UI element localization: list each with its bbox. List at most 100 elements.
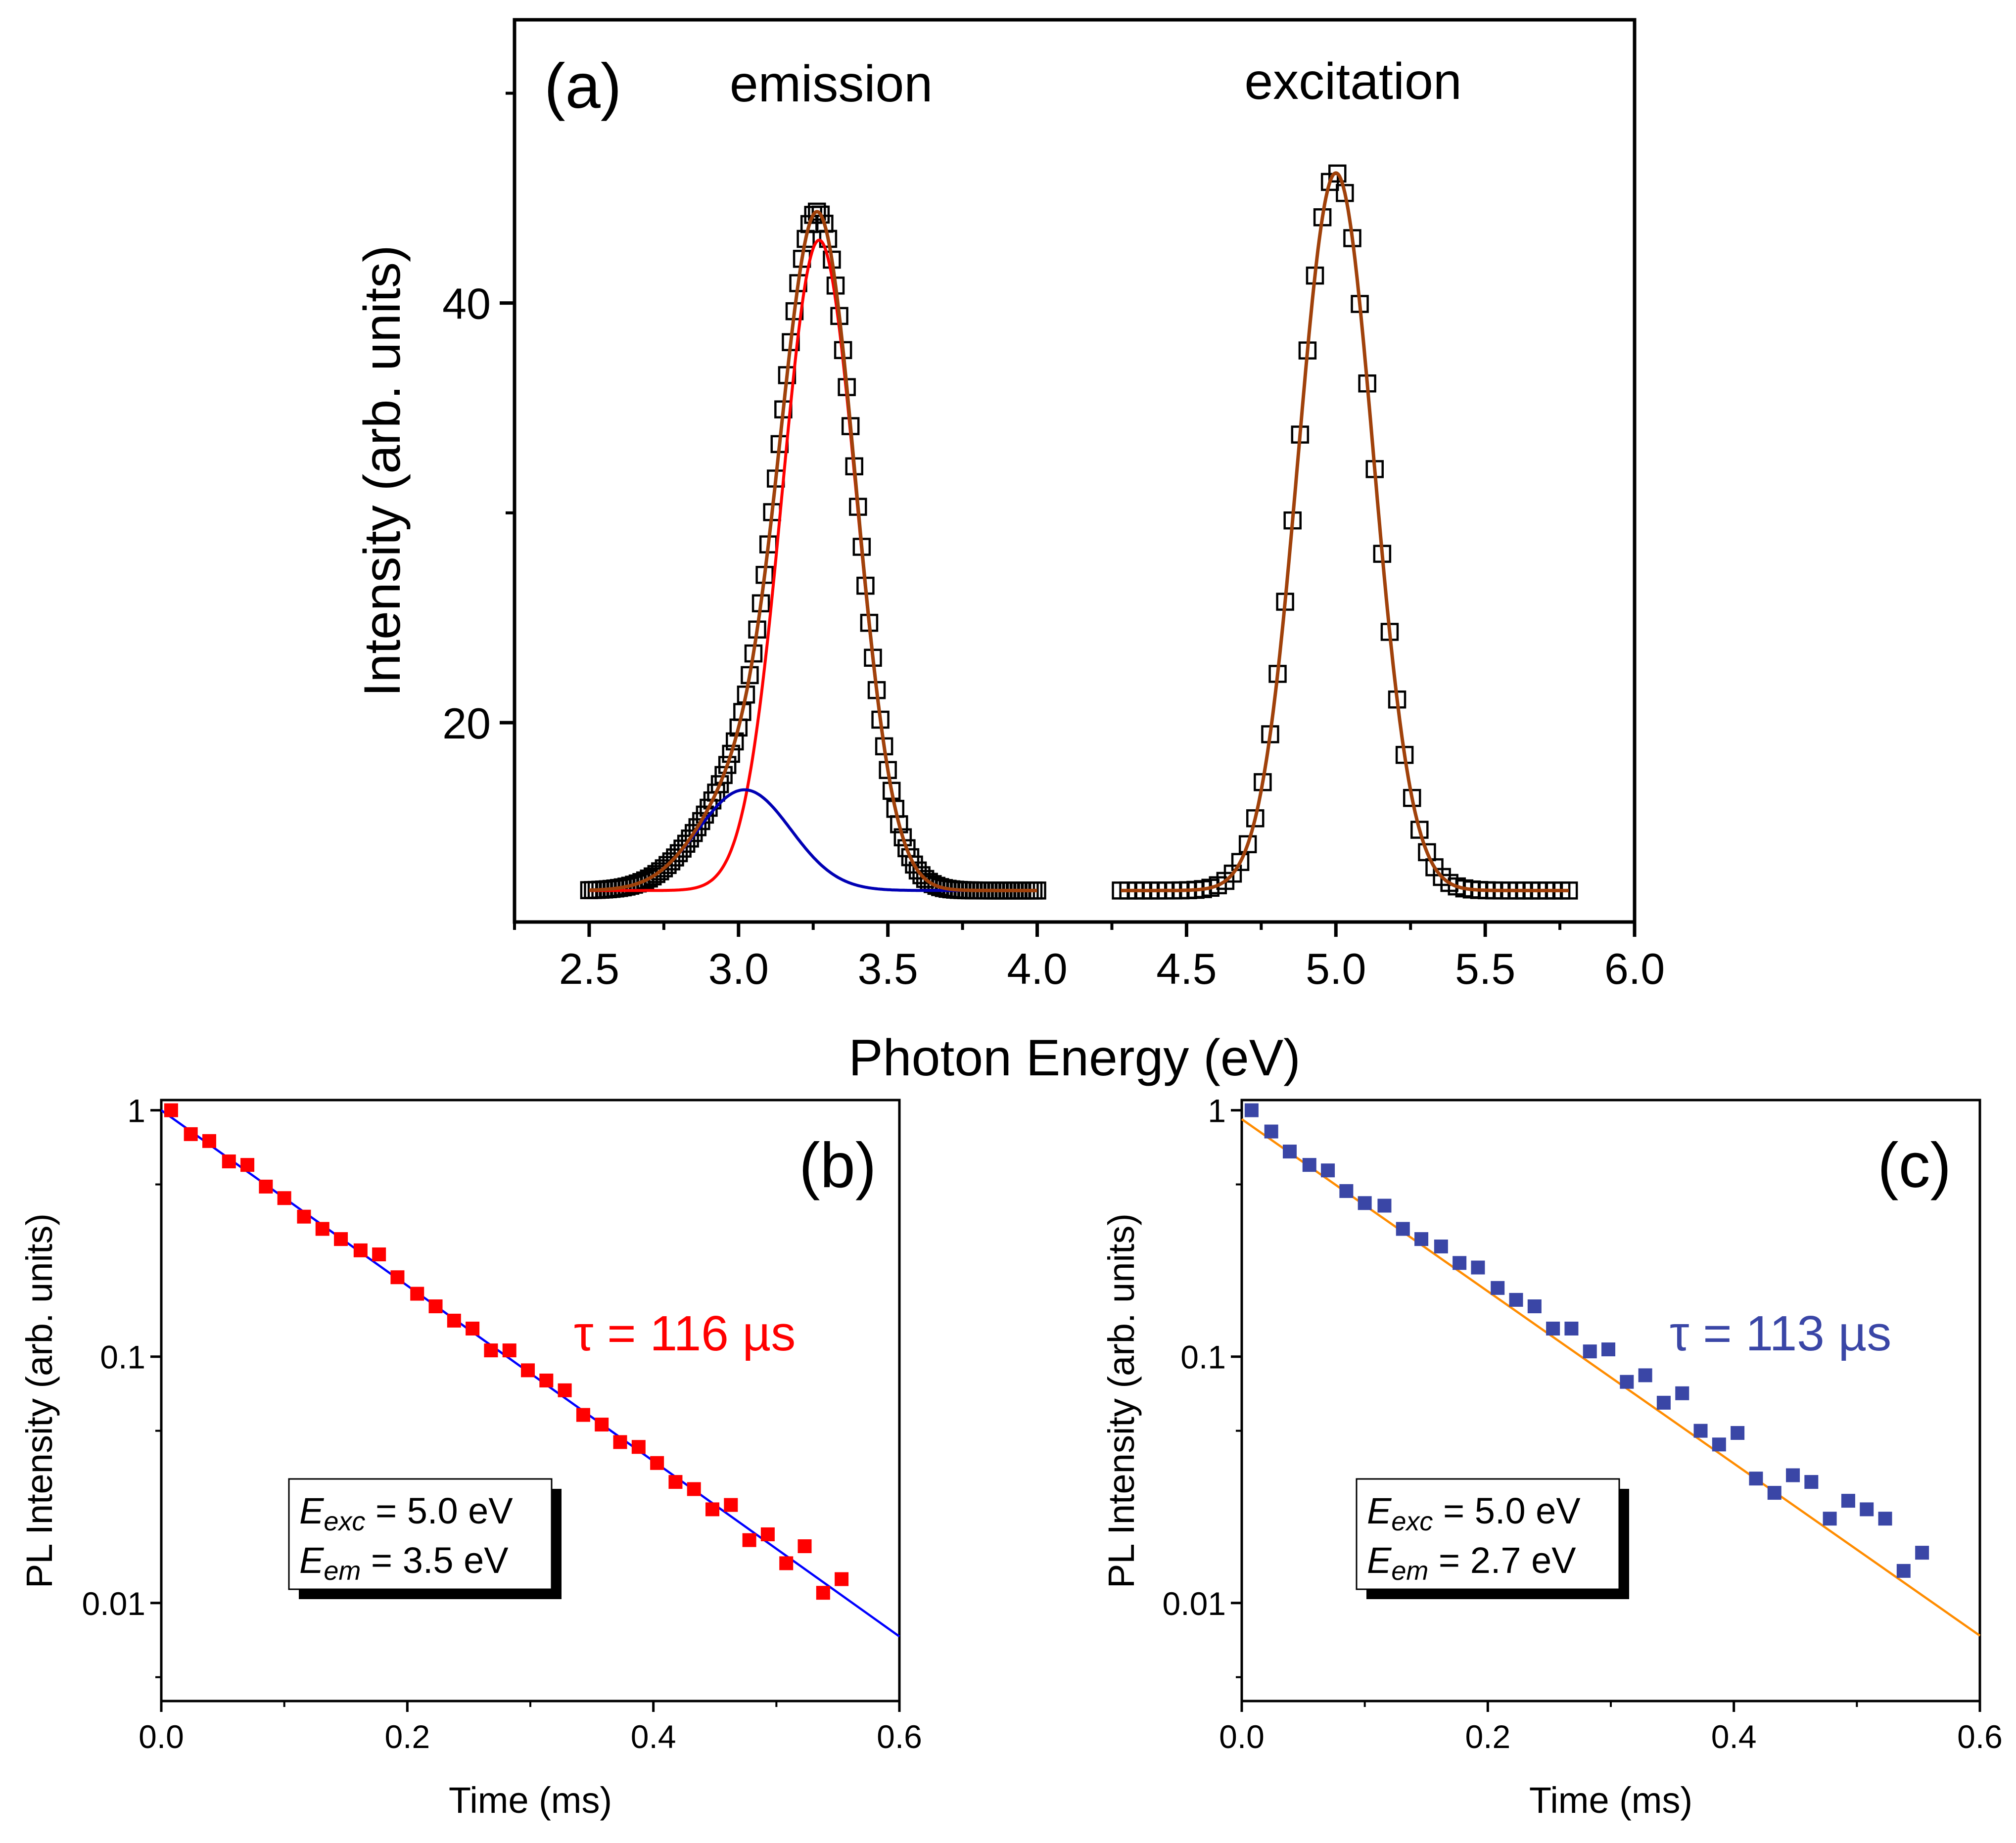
decay-data-point xyxy=(1675,1386,1689,1400)
decay-data-point xyxy=(558,1383,572,1397)
x-tick-label: 0.6 xyxy=(877,1718,922,1755)
x-tick-label: 5.5 xyxy=(1455,944,1515,993)
decay-data-point xyxy=(222,1154,236,1169)
decay-data-point xyxy=(760,1527,775,1541)
decay-data-point xyxy=(1601,1342,1616,1357)
decay-data-point xyxy=(1546,1321,1560,1336)
decay-data-point xyxy=(1377,1198,1392,1213)
decay-data-point xyxy=(668,1475,683,1489)
decay-data-point xyxy=(1564,1321,1579,1336)
excitation-data-point xyxy=(1231,853,1250,871)
y-tick-label: 0.1 xyxy=(1180,1339,1226,1376)
panel-c-label: (c) xyxy=(1877,1130,1951,1201)
decay-data-point xyxy=(797,1539,812,1554)
panel-b-series xyxy=(160,1103,900,1638)
emission-data-point xyxy=(710,775,729,793)
panel-c-decay-curve: 0.0 0.2 0.4 0.6 1 0.1 0.01 (c) τ = 113 µs Eex… xyxy=(1101,1093,2003,1821)
decay-data-point xyxy=(240,1158,255,1172)
decay-data-point xyxy=(466,1321,480,1336)
decay-data-point xyxy=(687,1482,701,1496)
decay-data-point xyxy=(1896,1564,1911,1578)
decay-data-point xyxy=(1434,1239,1448,1253)
panel-a-series xyxy=(580,164,1578,900)
decay-data-point xyxy=(1453,1256,1467,1270)
decay-data-point xyxy=(1878,1512,1892,1526)
decay-data-point xyxy=(315,1222,329,1236)
decay-data-point xyxy=(1396,1222,1410,1236)
decay-data-point xyxy=(1804,1475,1819,1489)
panel-b-decay-curve: 0.0 0.2 0.4 0.6 1 0.1 0.01 (b) τ = 116 µs Eex… xyxy=(19,1093,922,1821)
decay-data-point xyxy=(1339,1184,1354,1198)
y-tick-label: 0.01 xyxy=(1163,1585,1226,1622)
y-tick-label: 0.1 xyxy=(100,1339,145,1376)
emission-data-point xyxy=(726,732,744,751)
legend-line-excitation: Eexc = 5.0 eV xyxy=(299,1490,513,1536)
panel-c-x-axis-title: Time (ms) xyxy=(1529,1780,1692,1821)
y-tick-label: 40 xyxy=(442,279,491,328)
decay-data-point xyxy=(390,1270,405,1285)
x-tick-label: 5.0 xyxy=(1306,944,1366,993)
decay-data-point xyxy=(705,1502,720,1517)
decay-data-point xyxy=(816,1586,830,1600)
x-tick-label: 0.4 xyxy=(631,1718,676,1755)
x-tick-label: 0.6 xyxy=(1957,1718,2003,1755)
decay-data-point xyxy=(410,1287,424,1301)
decay-data-point xyxy=(1302,1158,1316,1172)
panel-a-x-ticks: 2.5 3.0 3.5 4.0 4.5 5.0 5.5 6.0 xyxy=(513,922,1665,993)
legend-line-excitation: Eexc = 5.0 eV xyxy=(1367,1490,1581,1536)
decay-data-point xyxy=(447,1313,461,1328)
decay-data-point xyxy=(1712,1437,1726,1452)
x-tick-label: 4.5 xyxy=(1156,944,1217,993)
x-tick-label: 4.0 xyxy=(1007,944,1067,993)
decay-data-point xyxy=(613,1435,627,1449)
decay-data-point xyxy=(1656,1395,1671,1410)
decay-data-point xyxy=(1358,1196,1372,1210)
decay-data-point xyxy=(595,1418,609,1432)
panel-c-legend: Eexc = 5.0 eV Eem = 2.7 eV xyxy=(1356,1478,1629,1599)
emission-fit-line xyxy=(589,210,1037,892)
panel-b-x-ticks: 0.0 0.2 0.4 0.6 xyxy=(139,1701,922,1755)
decay-data-point xyxy=(631,1440,646,1454)
emission-annotation: emission xyxy=(730,55,933,113)
decay-data-point xyxy=(1509,1292,1523,1307)
decay-data-point xyxy=(1583,1344,1597,1359)
panel-a-plot-frame xyxy=(513,18,1637,924)
decay-data-point xyxy=(1414,1232,1429,1246)
excitation-annotation: excitation xyxy=(1244,53,1461,110)
excitation-data-point xyxy=(1238,835,1257,854)
decay-data-point xyxy=(372,1247,386,1262)
decay-data-point xyxy=(742,1533,756,1547)
decay-data-point xyxy=(484,1343,498,1358)
decay-data-point xyxy=(1731,1426,1745,1440)
panel-b-legend: Eexc = 5.0 eV Eem = 3.5 eV xyxy=(288,1478,562,1599)
panel-a-y-axis-title: Intensity (arb. units) xyxy=(354,245,411,696)
decay-data-point xyxy=(1527,1299,1542,1314)
x-tick-label: 3.5 xyxy=(857,944,918,993)
decay-data-point xyxy=(202,1134,216,1148)
legend-line-emission: Eem = 3.5 eV xyxy=(299,1540,509,1586)
decay-data-point xyxy=(184,1127,198,1141)
decay-data-point xyxy=(576,1408,590,1422)
panel-c-y-axis-title: PL Intensity (arb. units) xyxy=(1101,1213,1142,1588)
x-tick-label: 0.0 xyxy=(1219,1718,1265,1755)
decay-data-point xyxy=(259,1179,273,1194)
panel-b-x-axis-title: Time (ms) xyxy=(449,1780,612,1821)
decay-data-point xyxy=(1638,1368,1652,1382)
decay-data-point xyxy=(502,1343,516,1358)
decay-data-point xyxy=(1321,1163,1335,1178)
decay-data-point xyxy=(779,1556,794,1570)
emission-data-point xyxy=(718,756,737,774)
x-tick-label: 2.5 xyxy=(559,944,619,993)
emission-data-point xyxy=(714,766,733,784)
decay-data-point xyxy=(297,1209,311,1224)
x-tick-label: 0.2 xyxy=(384,1718,430,1755)
panel-b-label: (b) xyxy=(799,1130,876,1201)
decay-data-point xyxy=(521,1363,535,1378)
legend-line-emission: Eem = 2.7 eV xyxy=(1367,1540,1576,1586)
x-tick-label: 6.0 xyxy=(1604,944,1665,993)
panel-a-x-axis-title: Photon Energy (eV) xyxy=(848,1029,1300,1087)
decay-data-point xyxy=(1823,1512,1837,1526)
y-tick-label: 0.01 xyxy=(82,1585,145,1622)
